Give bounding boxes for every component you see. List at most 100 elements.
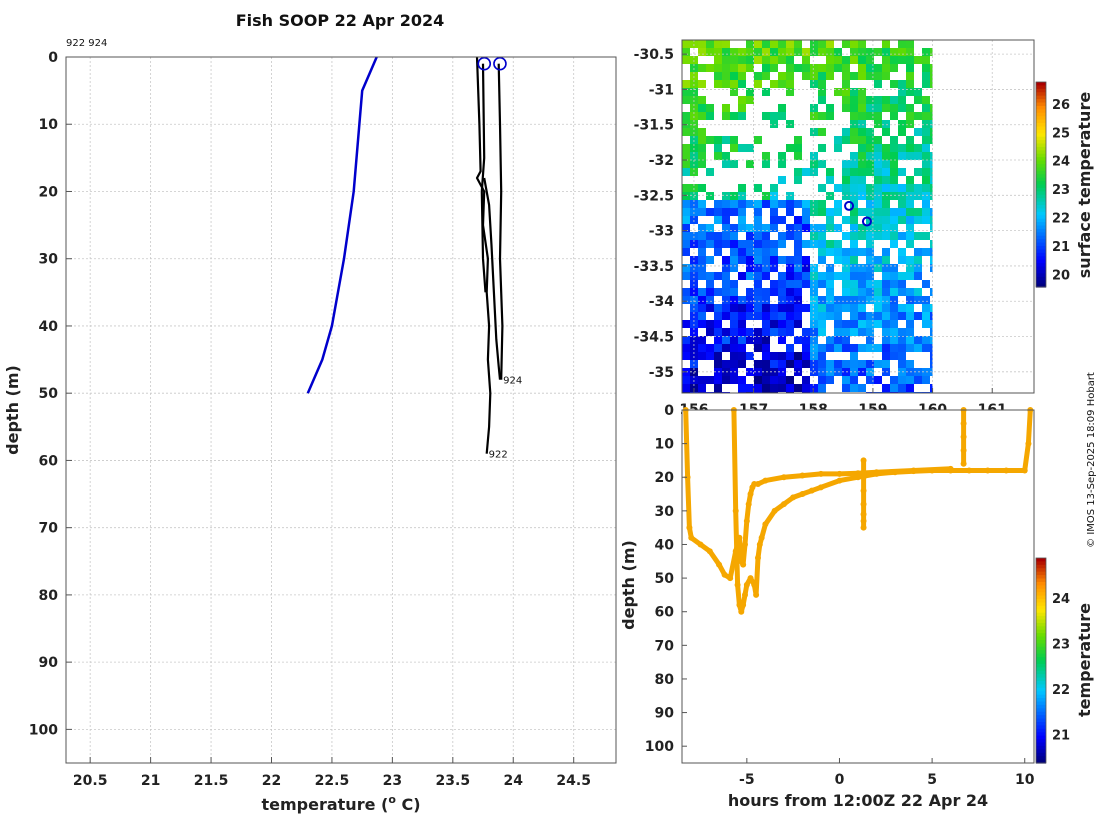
sst-cell: [930, 120, 933, 128]
sst-cell: [826, 64, 834, 72]
sst-cell: [682, 248, 690, 256]
sst-cell: [922, 216, 930, 224]
sst-cell: [810, 328, 818, 336]
sst-cell: [842, 192, 850, 200]
sst-cell: [858, 232, 866, 240]
section-x-tick-label: 0: [835, 772, 845, 788]
sst-cell: [738, 248, 746, 256]
sst-cell: [818, 296, 826, 304]
sst-cell: [882, 120, 890, 128]
sst-cell: [922, 336, 930, 344]
sst-cell: [706, 232, 714, 240]
sst-cell: [714, 208, 722, 216]
colorbar-surface-swatch: [1036, 105, 1046, 110]
colorbar-surface-swatch: [1036, 123, 1046, 128]
sst-cell: [714, 136, 722, 144]
sst-cell: [818, 96, 826, 104]
colorbar-temp-swatch: [1036, 622, 1046, 627]
sst-cell: [762, 192, 770, 200]
sst-cell: [858, 48, 866, 56]
sst-cell: [706, 112, 714, 120]
sst-cell: [802, 264, 810, 272]
sst-cell: [770, 288, 778, 296]
profile-y-tick-label: 90: [39, 655, 59, 671]
sst-cell: [818, 224, 826, 232]
colorbar-surface-swatch: [1036, 191, 1046, 196]
sst-cell: [770, 360, 778, 368]
sst-cell: [738, 208, 746, 216]
profile-x-tick-label: 22.5: [315, 773, 350, 789]
sst-cell: [730, 360, 738, 368]
sst-cell: [810, 240, 818, 248]
sst-cell: [762, 328, 770, 336]
sst-cell: [794, 280, 802, 288]
sst-cell: [866, 296, 874, 304]
sst-cell: [706, 288, 714, 296]
sst-cell: [898, 40, 906, 48]
section-y-tick-label: 100: [645, 739, 674, 755]
colorbar-temp-swatch: [1036, 599, 1046, 604]
sst-cell: [730, 296, 738, 304]
sst-cell: [794, 248, 802, 256]
sst-cell: [754, 232, 762, 240]
sst-cell: [786, 88, 794, 96]
sst-cell: [898, 168, 906, 176]
sst-cell: [874, 64, 882, 72]
sst-cell: [682, 152, 690, 160]
sst-cell: [890, 216, 898, 224]
sst-cell: [762, 88, 770, 96]
sst-cell: [754, 384, 762, 392]
colorbar-surface-swatch: [1036, 160, 1046, 165]
sst-cell: [738, 272, 746, 280]
sst-cell: [810, 296, 818, 304]
colorbar-temp-swatch: [1036, 698, 1046, 703]
sst-cell: [770, 80, 778, 88]
sst-cell: [898, 200, 906, 208]
colorbar-temp-swatch: [1036, 643, 1046, 648]
sst-cell: [722, 376, 730, 384]
sst-cell: [914, 272, 922, 280]
sst-cell: [786, 64, 794, 72]
sst-cell: [866, 344, 874, 352]
sst-cell: [730, 232, 738, 240]
sst-cell: [890, 264, 898, 272]
sst-cell: [802, 328, 810, 336]
sst-cell: [826, 104, 834, 112]
sst-cell: [882, 168, 890, 176]
section-point: [716, 561, 723, 568]
colorbar-surface-swatch: [1036, 167, 1046, 172]
sst-cell: [858, 40, 866, 48]
section-point: [732, 507, 739, 514]
sst-cell: [794, 224, 802, 232]
sst-cell: [826, 240, 834, 248]
map-frame: [681, 39, 1035, 394]
sst-cell: [874, 176, 882, 184]
map-markers: [844, 200, 872, 227]
sst-cell: [738, 200, 746, 208]
sst-cell: [850, 112, 858, 120]
sst-cell: [746, 240, 754, 248]
sst-cell: [882, 200, 890, 208]
sst-cell: [770, 64, 778, 72]
section-point: [688, 534, 695, 541]
sst-cell: [770, 256, 778, 264]
section-point: [860, 487, 867, 494]
colorbar-surface-swatch: [1036, 252, 1046, 257]
sst-cell: [890, 48, 898, 56]
profile-x-tick-label: 20.5: [73, 773, 108, 789]
colorbar-surface-swatch: [1036, 95, 1046, 100]
section-point: [706, 548, 713, 555]
sst-cell: [922, 280, 930, 288]
section-y-tick-label: 70: [655, 638, 675, 654]
sst-cell: [906, 344, 914, 352]
sst-cell: [866, 376, 874, 384]
sst-cell: [714, 272, 722, 280]
colorbar-temp-swatch: [1036, 575, 1046, 580]
sst-cell: [810, 360, 818, 368]
sst-cell: [746, 224, 754, 232]
sst-cell: [898, 152, 906, 160]
sst-cell: [842, 296, 850, 304]
sst-cell: [842, 272, 850, 280]
sst-cell: [706, 304, 714, 312]
sst-cell: [882, 232, 890, 240]
